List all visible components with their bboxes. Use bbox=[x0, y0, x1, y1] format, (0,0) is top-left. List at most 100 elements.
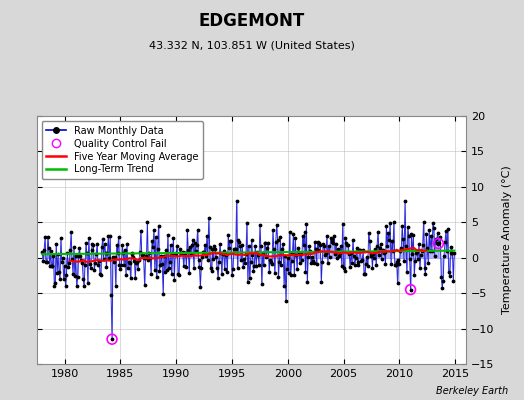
Point bbox=[433, 230, 442, 236]
Point bbox=[260, 240, 269, 246]
Point bbox=[257, 243, 265, 250]
Point bbox=[304, 254, 312, 260]
Point bbox=[278, 246, 287, 252]
Point bbox=[413, 249, 421, 255]
Point bbox=[386, 220, 394, 226]
Point bbox=[408, 251, 417, 258]
Point bbox=[76, 253, 84, 259]
Point bbox=[363, 253, 371, 260]
Point bbox=[186, 244, 194, 250]
Point bbox=[351, 262, 359, 269]
Point bbox=[165, 265, 173, 271]
Point bbox=[132, 260, 140, 267]
Point bbox=[71, 273, 79, 279]
Point bbox=[80, 283, 89, 290]
Point bbox=[56, 276, 64, 282]
Point bbox=[64, 264, 72, 270]
Point bbox=[365, 238, 374, 244]
Point bbox=[431, 253, 439, 259]
Point bbox=[434, 240, 443, 247]
Point bbox=[279, 241, 287, 247]
Point bbox=[258, 250, 267, 256]
Point bbox=[150, 267, 159, 273]
Point bbox=[55, 268, 63, 275]
Point bbox=[229, 266, 237, 272]
Point bbox=[51, 280, 59, 286]
Point bbox=[442, 228, 450, 234]
Point bbox=[166, 258, 174, 265]
Point bbox=[110, 259, 118, 265]
Legend: Raw Monthly Data, Quality Control Fail, Five Year Moving Average, Long-Term Tren: Raw Monthly Data, Quality Control Fail, … bbox=[41, 121, 203, 179]
Point bbox=[387, 261, 395, 267]
Point bbox=[312, 261, 321, 268]
Point bbox=[381, 261, 390, 267]
Point bbox=[176, 246, 184, 252]
Point bbox=[385, 236, 394, 243]
Point bbox=[69, 270, 77, 277]
Point bbox=[111, 253, 119, 260]
Point bbox=[96, 271, 104, 277]
Point bbox=[344, 242, 353, 248]
Point bbox=[269, 227, 277, 233]
Point bbox=[241, 259, 249, 266]
Point bbox=[357, 258, 365, 264]
Point bbox=[348, 237, 357, 243]
Point bbox=[171, 251, 179, 258]
Point bbox=[160, 253, 168, 259]
Point bbox=[448, 249, 456, 256]
Point bbox=[418, 248, 426, 254]
Point bbox=[135, 256, 143, 263]
Point bbox=[141, 254, 150, 261]
Point bbox=[429, 220, 437, 226]
Point bbox=[384, 230, 392, 236]
Point bbox=[255, 262, 263, 268]
Point bbox=[435, 239, 444, 246]
Point bbox=[271, 239, 280, 245]
Point bbox=[446, 250, 455, 256]
Point bbox=[138, 250, 147, 257]
Point bbox=[444, 226, 452, 232]
Point bbox=[303, 279, 311, 286]
Point bbox=[383, 243, 391, 249]
Point bbox=[411, 258, 419, 264]
Point bbox=[440, 253, 448, 259]
Point bbox=[287, 258, 296, 264]
Point bbox=[302, 221, 311, 228]
Point bbox=[131, 274, 139, 281]
Point bbox=[300, 229, 309, 235]
Point bbox=[53, 270, 61, 276]
Point bbox=[99, 236, 107, 242]
Point bbox=[252, 263, 260, 269]
Text: EDGEMONT: EDGEMONT bbox=[199, 12, 304, 30]
Point bbox=[328, 239, 336, 246]
Point bbox=[340, 265, 348, 272]
Point bbox=[370, 254, 378, 261]
Point bbox=[162, 267, 171, 273]
Point bbox=[295, 249, 303, 255]
Point bbox=[211, 246, 220, 253]
Point bbox=[89, 242, 97, 248]
Point bbox=[50, 283, 59, 289]
Point bbox=[62, 272, 71, 278]
Point bbox=[140, 281, 149, 288]
Point bbox=[407, 286, 415, 293]
Point bbox=[152, 274, 161, 280]
Point bbox=[324, 260, 332, 266]
Point bbox=[332, 241, 341, 248]
Point bbox=[407, 286, 415, 293]
Point bbox=[259, 262, 268, 268]
Point bbox=[114, 234, 123, 240]
Point bbox=[265, 269, 274, 276]
Point bbox=[362, 260, 370, 267]
Point bbox=[148, 238, 156, 244]
Point bbox=[409, 232, 418, 238]
Point bbox=[425, 227, 433, 234]
Point bbox=[263, 245, 271, 251]
Point bbox=[317, 279, 325, 285]
Point bbox=[72, 283, 81, 290]
Point bbox=[424, 260, 432, 266]
Point bbox=[142, 253, 150, 260]
Point bbox=[342, 240, 351, 246]
Point bbox=[180, 250, 189, 256]
Point bbox=[348, 260, 356, 267]
